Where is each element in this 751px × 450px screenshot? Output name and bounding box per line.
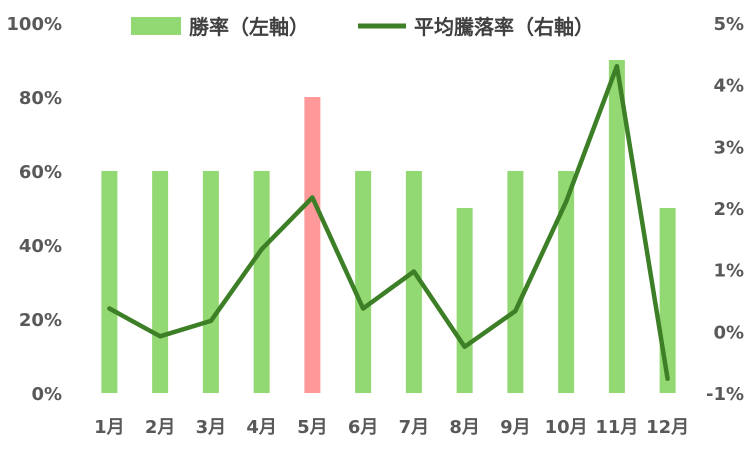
right-tick-label: -1%: [706, 384, 744, 405]
bar-4: [253, 171, 270, 393]
legend: 勝率（左軸） 平均騰落率（右軸）: [131, 15, 594, 39]
bar-6: [355, 171, 372, 393]
bar-7: [405, 171, 422, 393]
right-axis: -1% 0% 1% 2% 3% 4% 5%: [706, 14, 744, 405]
x-tick-label: 2月: [145, 417, 176, 438]
left-tick-label: 100%: [6, 14, 62, 35]
right-tick-label: 5%: [713, 14, 744, 35]
bar-9: [507, 171, 524, 393]
x-tick-label: 5月: [297, 417, 328, 438]
left-tick-label: 20%: [19, 310, 62, 331]
x-tick-label: 3月: [196, 417, 227, 438]
x-axis: 1月 2月 3月 4月 5月 6月 7月 8月 9月 10月 11月 12月: [94, 417, 689, 438]
x-tick-label: 12月: [646, 417, 689, 438]
bar-10: [558, 171, 575, 393]
bar-5: [304, 97, 321, 393]
x-tick-label: 8月: [449, 417, 480, 438]
x-tick-label: 1月: [94, 417, 125, 438]
x-tick-label: 4月: [246, 417, 277, 438]
bar-series: [101, 60, 676, 393]
left-tick-label: 80%: [19, 88, 62, 109]
left-axis: 0% 20% 40% 60% 80% 100%: [6, 14, 62, 405]
line-series: [107, 63, 670, 382]
bar-1: [101, 171, 118, 393]
right-tick-label: 1%: [713, 261, 744, 282]
avg-change-line: [107, 63, 670, 382]
left-tick-label: 0%: [31, 384, 62, 405]
legend-label-win-rate: 勝率（左軸）: [189, 15, 309, 39]
right-tick-label: 3%: [713, 137, 744, 158]
x-tick-label: 7月: [399, 417, 430, 438]
x-tick-label: 9月: [500, 417, 531, 438]
left-tick-label: 60%: [19, 162, 62, 183]
x-tick-label: 11月: [595, 417, 638, 438]
right-tick-label: 2%: [713, 199, 744, 220]
right-tick-label: 0%: [713, 322, 744, 343]
bar-8: [456, 208, 473, 393]
right-tick-label: 4%: [713, 76, 744, 97]
bar-2: [152, 171, 169, 393]
left-tick-label: 40%: [19, 236, 62, 257]
legend-label-avg-change: 平均騰落率（右軸）: [414, 15, 594, 39]
x-tick-label: 6月: [348, 417, 379, 438]
bar-3: [202, 171, 219, 393]
x-tick-label: 10月: [545, 417, 588, 438]
legend-swatch-win-rate: [131, 17, 181, 35]
bar-11: [608, 60, 625, 393]
